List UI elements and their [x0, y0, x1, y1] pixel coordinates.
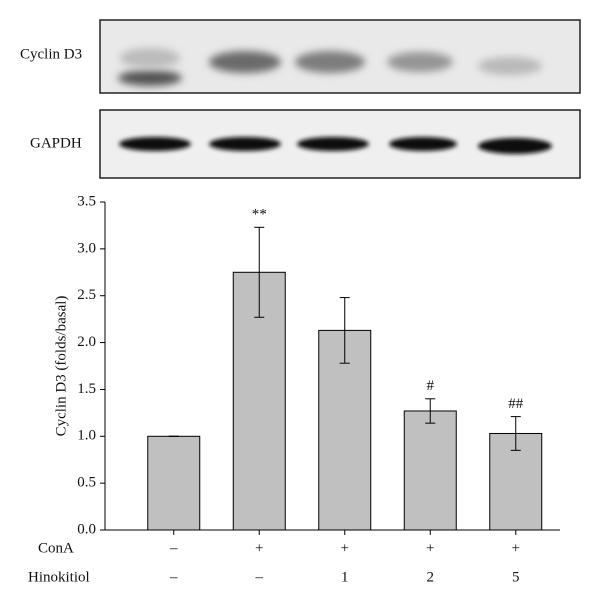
band [120, 48, 180, 68]
condition-value: – [169, 569, 178, 585]
bar [403, 410, 457, 531]
error-bar [425, 398, 436, 424]
band [295, 51, 365, 73]
band [478, 57, 542, 75]
band [118, 70, 182, 86]
bar [147, 435, 201, 531]
condition-value: – [255, 569, 264, 585]
y-tick-label: 0.5 [77, 475, 96, 491]
band [387, 52, 453, 72]
error-bar [510, 416, 521, 451]
condition-value: 2 [427, 569, 435, 585]
blot-label: Cyclin D3 [20, 46, 82, 62]
band [389, 137, 457, 151]
band [209, 51, 281, 73]
significance-label: ** [252, 207, 267, 223]
error-bar [254, 226, 265, 318]
error-bar [339, 297, 350, 364]
blot-label: GAPDH [30, 135, 82, 151]
band [297, 137, 369, 151]
condition-value: 1 [341, 569, 349, 585]
y-axis-label: Cyclin D3 (folds/basal) [53, 296, 69, 437]
condition-value: + [426, 540, 434, 556]
condition-value: + [512, 540, 520, 556]
y-tick-label: 1.5 [77, 381, 96, 397]
condition-value: 5 [512, 569, 520, 585]
blot-gapdh: GAPDH [30, 109, 581, 179]
blot-cyclin: Cyclin D3 [20, 19, 581, 94]
y-tick-label: 3.5 [77, 193, 96, 209]
band [478, 138, 552, 154]
y-tick-label: 2.0 [77, 334, 96, 350]
significance-label: ## [508, 396, 524, 412]
condition-label: ConA [38, 540, 74, 556]
y-tick-label: 0.0 [77, 521, 96, 537]
condition-value: – [169, 540, 178, 556]
significance-label: # [427, 378, 435, 394]
y-tick-label: 1.0 [77, 428, 96, 444]
band [209, 137, 281, 151]
condition-label: Hinokitiol [28, 569, 90, 585]
y-tick-label: 2.5 [77, 287, 96, 303]
y-tick-label: 3.0 [77, 240, 96, 256]
condition-value: + [255, 540, 263, 556]
band [119, 137, 191, 151]
condition-value: + [341, 540, 349, 556]
